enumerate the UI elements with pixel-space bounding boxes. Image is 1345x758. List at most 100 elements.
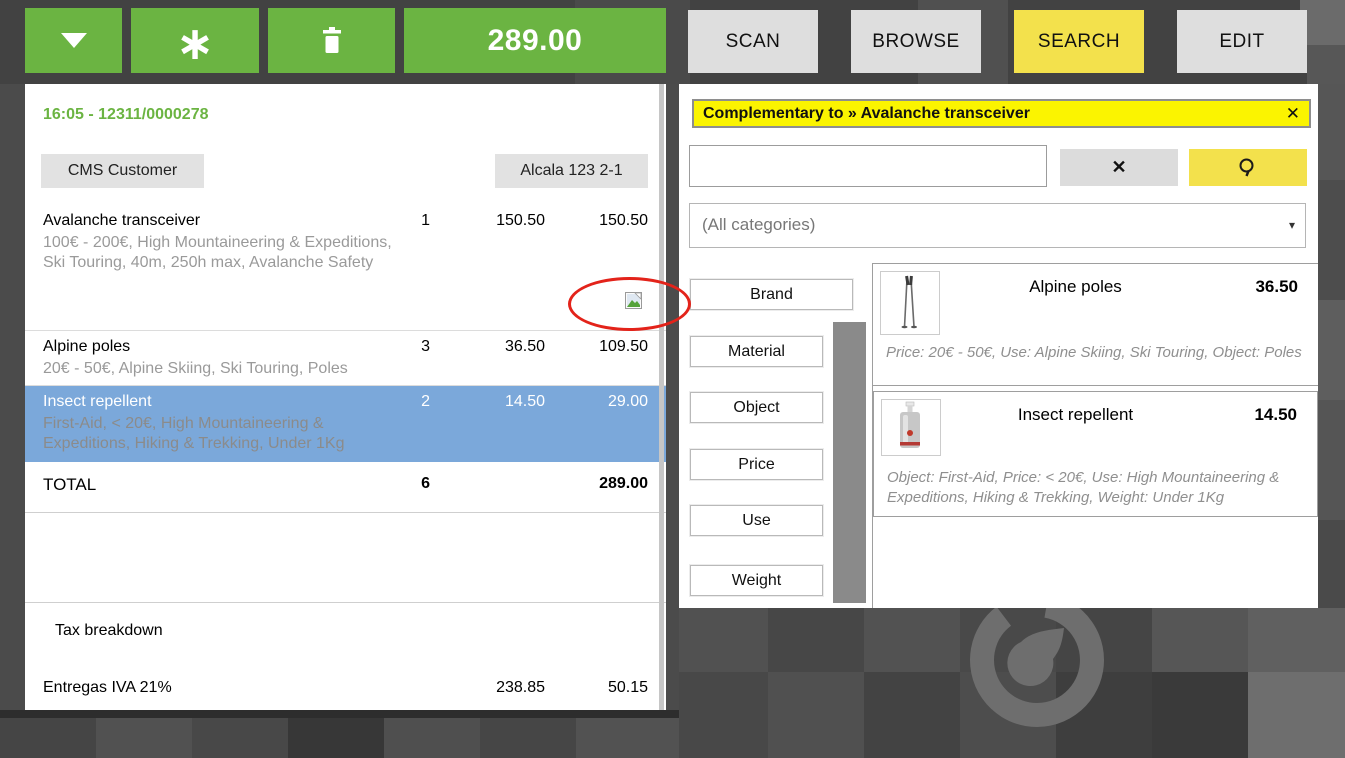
filter-button-brand[interactable]: Brand — [690, 279, 853, 310]
line-price: 36.50 — [504, 338, 545, 355]
receipt-scrollbar[interactable] — [659, 84, 664, 710]
line-price: 150.50 — [496, 212, 545, 229]
filter-button-price[interactable]: Price — [690, 449, 823, 480]
receipt-menu-button[interactable] — [25, 8, 122, 73]
tax-amount: 50.15 — [607, 679, 648, 696]
tax-label: Entregas IVA 21% — [43, 679, 172, 696]
bg-tile — [576, 718, 679, 758]
location-button[interactable]: Alcala 123 2-1 — [495, 154, 648, 188]
receipt-panel: 16:05 - 12311/0000278 CMS Customer Alcal… — [25, 84, 666, 710]
filter-label: Price — [738, 455, 775, 473]
bg-tile — [1152, 672, 1248, 758]
complementary-banner: Complementary to » Avalanche transceiver… — [692, 99, 1311, 128]
total-qty: 6 — [421, 475, 430, 492]
tax-separator — [25, 602, 666, 603]
filter-label: Object — [733, 398, 780, 416]
bg-tile — [384, 718, 480, 758]
bg-tile — [1318, 300, 1345, 400]
filter-button-material[interactable]: Material — [690, 336, 823, 367]
line-description: First-Aid, < 20€, High Mountaineering & … — [43, 415, 345, 452]
total-label: TOTAL — [43, 475, 97, 494]
bg-tile — [679, 608, 768, 672]
tax-section-title: Tax breakdown — [55, 622, 163, 639]
bg-tile — [288, 718, 384, 758]
bg-tile — [1318, 180, 1345, 300]
product-image — [881, 399, 941, 456]
bg-tile — [1318, 520, 1345, 608]
line-price: 14.50 — [504, 393, 545, 410]
dropdown-arrow-icon — [60, 33, 87, 48]
filter-label: Weight — [731, 571, 782, 589]
insect-repellent-image — [900, 401, 920, 448]
customer-button[interactable]: CMS Customer — [41, 154, 204, 188]
filter-button-use[interactable]: Use — [690, 505, 823, 536]
bg-tile — [1248, 672, 1345, 758]
bg-tile — [480, 718, 576, 758]
line-total: 29.00 — [607, 393, 648, 410]
search-results-list: Alpine poles 36.50 Price: 20€ - 50€, Use… — [872, 263, 1318, 608]
tab-label: SEARCH — [1037, 30, 1121, 52]
line-qty: 2 — [421, 393, 430, 410]
result-row-selected[interactable]: Insect repellent 14.50 Object: First-Aid… — [873, 391, 1318, 517]
filter-label: Material — [728, 342, 785, 360]
line-name: Avalanche transceiver — [43, 212, 201, 229]
line-qty: 3 — [421, 338, 430, 355]
receipt-total-button[interactable]: 289.00 — [404, 8, 666, 73]
line-total: 109.50 — [599, 338, 648, 355]
category-dropdown[interactable]: (All categories) ▾ — [689, 203, 1306, 248]
bg-tile — [864, 608, 960, 672]
execute-search-button[interactable] — [1189, 149, 1307, 186]
filter-button-weight[interactable]: Weight — [690, 565, 823, 596]
result-price: 36.50 — [1255, 277, 1298, 296]
result-attributes: Object: First-Aid, Price: < 20€, Use: Hi… — [887, 469, 1280, 506]
bg-tile — [192, 718, 288, 758]
result-name: Insect repellent — [1017, 405, 1134, 424]
tab-browse[interactable]: BROWSE — [851, 10, 981, 73]
line-description: 20€ - 50€, Alpine Skiing, Ski Touring, P… — [43, 360, 348, 377]
toolbar-total: 289.00 — [487, 23, 583, 57]
bg-tile — [1248, 608, 1345, 672]
receipt-header: 16:05 - 12311/0000278 — [43, 106, 209, 123]
receipt-total-row: TOTAL 6 289.00 — [25, 463, 666, 513]
filter-button-object[interactable]: Object — [690, 392, 823, 423]
bg-tile — [1307, 45, 1345, 84]
bg-tile — [1318, 84, 1345, 180]
new-receipt-button[interactable]: ∗ — [131, 8, 259, 73]
receipt-line[interactable]: Alpine poles 20€ - 50€, Alpine Skiing, S… — [25, 331, 666, 386]
search-panel: Complementary to » Avalanche transceiver… — [679, 84, 1318, 608]
chevron-down-icon: ▾ — [1288, 218, 1295, 232]
category-selected-value: (All categories) — [702, 215, 816, 234]
result-name: Alpine poles — [1029, 277, 1122, 296]
bg-tile — [768, 672, 864, 758]
tab-label: EDIT — [1219, 30, 1265, 52]
banner-close-icon[interactable]: ✕ — [1285, 104, 1300, 123]
result-row[interactable]: Alpine poles 36.50 Price: 20€ - 50€, Use… — [873, 264, 1318, 386]
result-price: 14.50 — [1254, 405, 1297, 424]
delete-receipt-button[interactable] — [268, 8, 395, 73]
line-total: 150.50 — [599, 212, 648, 229]
receipt-line[interactable]: Avalanche transceiver 100€ - 200€, High … — [25, 205, 666, 331]
bg-tile — [96, 718, 192, 758]
clear-search-button[interactable]: ✕ — [1060, 149, 1178, 186]
banner-text: Complementary to » Avalanche transceiver — [703, 105, 1030, 122]
filter-label: Use — [742, 511, 771, 529]
trash-icon — [322, 26, 341, 53]
tab-scan[interactable]: SCAN — [688, 10, 818, 73]
result-attributes: Price: 20€ - 50€, Use: Alpine Skiing, Sk… — [886, 344, 1302, 361]
bg-tile — [679, 672, 768, 758]
bg-tile — [1152, 608, 1248, 672]
line-description: 100€ - 200€, High Mountaineering & Exped… — [43, 234, 392, 271]
broken-image-icon — [625, 292, 642, 309]
bg-tile — [0, 718, 96, 758]
tax-base: 238.85 — [496, 679, 545, 696]
results-scrollbar[interactable] — [833, 322, 866, 603]
tax-row: Entregas IVA 21% 238.85 50.15 — [25, 679, 666, 703]
product-image — [880, 271, 940, 335]
search-input[interactable] — [689, 145, 1047, 187]
tab-search[interactable]: SEARCH — [1014, 10, 1144, 73]
receipt-line-selected[interactable]: Insect repellent First-Aid, < 20€, High … — [25, 386, 666, 462]
tab-label: SCAN — [725, 30, 781, 52]
tab-edit[interactable]: EDIT — [1177, 10, 1307, 73]
line-name: Insect repellent — [43, 393, 152, 410]
